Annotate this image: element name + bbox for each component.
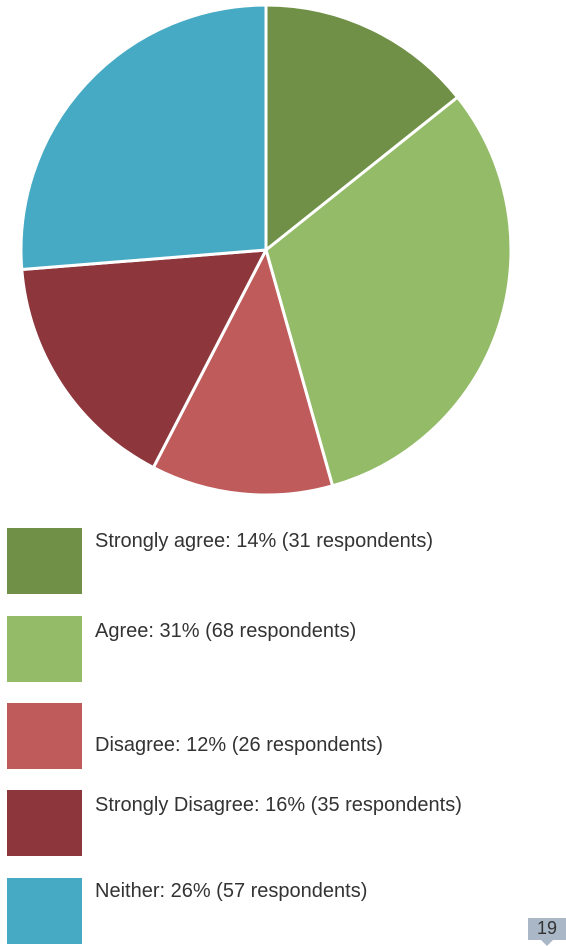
legend-swatch-strongly-disagree xyxy=(7,790,82,856)
legend-label-agree: Agree: 31% (68 respondents) xyxy=(95,620,357,642)
page-number-badge: 19 xyxy=(528,918,566,946)
legend-label-neither: Neither: 26% (57 respondents) xyxy=(95,880,368,902)
pie-slice-strongly-agree xyxy=(264,3,460,252)
pie-slice-disagree xyxy=(151,248,335,497)
legend-label-strongly-agree: Strongly agree: 14% (31 respondents) xyxy=(95,530,433,552)
pie-slice-agree xyxy=(264,95,513,488)
legend-swatch-agree xyxy=(7,616,82,682)
legend-label-disagree: Disagree: 12% (26 respondents) xyxy=(95,734,383,756)
legend-swatch-disagree xyxy=(7,703,82,769)
pie-slice-strongly-disagree xyxy=(20,248,268,470)
pie-chart xyxy=(19,3,513,497)
legend-swatch-neither xyxy=(7,878,82,944)
legend-swatch-strongly-agree xyxy=(7,528,82,594)
pie-slice-neither xyxy=(19,3,268,271)
legend-label-strongly-disagree: Strongly Disagree: 16% (35 respondents) xyxy=(95,794,462,816)
